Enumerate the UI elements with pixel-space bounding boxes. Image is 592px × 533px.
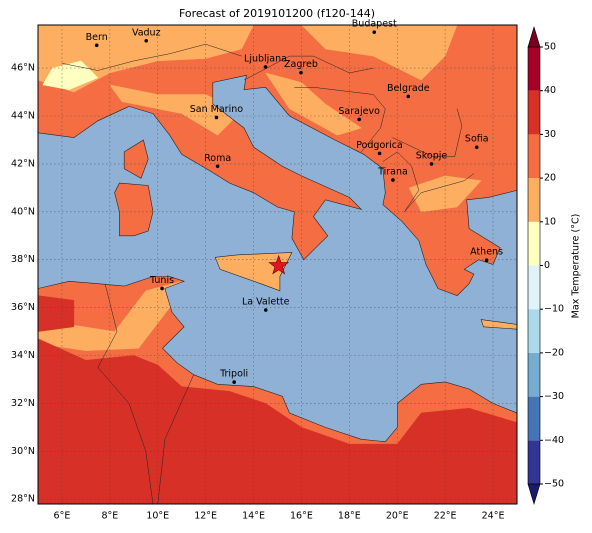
city-dot [232,380,236,384]
colorbar-bin [528,396,540,441]
x-tick-label: 24°E [482,511,505,522]
city-label: Tunis [149,275,174,286]
island [123,139,149,179]
city-label: Tripoli [219,369,248,380]
border [97,283,154,504]
colorbar-tick-label: 30 [544,129,556,140]
colorbar-bin [528,265,540,310]
colorbar-bin [528,90,540,135]
city-label: La Valette [242,297,290,308]
city-dot [263,65,268,69]
y-tick-label: 34°N [11,350,35,361]
city-dot [144,39,149,43]
city-dot [299,70,303,75]
colorbar-tick-label: 50 [544,42,556,53]
colorbar-bin [528,178,540,222]
y-tick-label: 44°N [11,111,35,122]
x-tick-label: 20°E [386,511,409,522]
map-title: Forecast of 2019101200 (f120-144) [179,7,375,20]
city-dot [484,258,489,262]
colorbar-bin [528,352,540,397]
city-dot [474,145,479,149]
colorbar-tick-label: 10 [544,216,556,227]
x-tick-label: 14°E [242,511,265,522]
colorbar-bin [528,221,540,266]
city-label: Belgrade [387,83,430,94]
city-dot [406,94,411,99]
city-dot [357,117,361,122]
border [382,151,475,212]
y-tick-label: 36°N [11,302,35,313]
city-label: Podgorica [356,140,403,151]
temperature-zone [373,25,453,45]
y-tick-label: 38°N [11,254,35,265]
city-label: Vaduz [132,27,161,38]
colorbar-extend-under [527,483,541,506]
city-dot [377,151,382,156]
x-tick-label: 8°E [101,511,118,522]
x-tick-label: 10°E [146,511,169,522]
colorbar-tick-label: −10 [544,304,564,315]
y-tick-label: 30°N [11,446,35,457]
map-frame [37,24,518,505]
island [214,252,293,292]
city-label: Skopje [416,150,448,161]
city-label: Tirana [377,166,408,177]
city-label: Sarajevo [338,106,380,117]
location-star [268,254,290,275]
island [114,182,154,237]
city-dot [215,164,220,169]
temperature-zone [42,60,99,90]
border [392,108,463,157]
colorbar-bin [528,440,540,484]
city-dot [263,308,268,312]
colorbar-tick-label: −40 [544,435,564,446]
colorbar-bin [528,47,540,91]
colorbar-tick-label: −20 [544,347,564,358]
border [61,43,242,71]
y-tick-label: 46°N [11,63,35,74]
temperature-zone [109,84,243,136]
island [480,319,517,330]
city-dot [160,286,164,291]
x-tick-label: 12°E [194,511,217,522]
colorbar-extend-over [527,25,541,48]
border [294,87,386,153]
city-label: Roma [204,153,231,164]
temperature-zone [38,295,75,332]
y-tick-label: 28°N [11,494,35,505]
x-tick-label: 16°E [290,511,313,522]
colorbar-tick-label: −50 [544,479,564,490]
x-tick-label: 22°E [434,511,457,522]
y-tick-label: 40°N [11,206,35,217]
colorbar-bin [528,309,540,353]
colorbar-bin [528,134,540,179]
city-label: Athens [470,247,503,258]
colorbar-tick-label: −30 [544,391,564,402]
city-label: San Marino [190,104,243,115]
city-label: Zagreb [284,59,318,70]
colorbar-tick-label: 0 [544,260,550,271]
city-label: Bern [86,32,108,43]
temperature-zone [38,338,517,504]
city-dot [94,43,99,48]
city-label: Budapest [352,19,397,30]
border [157,374,194,504]
city-dot [429,162,434,166]
border [243,55,374,81]
y-tick-label: 32°N [11,398,35,409]
city-label: Sofia [465,134,489,145]
y-tick-label: 42°N [11,158,35,169]
city-dot [391,178,395,182]
city-label: Ljubljana [244,53,287,64]
x-tick-label: 6°E [54,511,71,522]
x-tick-label: 18°E [338,511,361,522]
colorbar-label: Max Temperature (°C) [571,214,582,319]
colorbar-tick-label: 20 [544,173,556,184]
city-dot [214,115,219,120]
city-dot [372,30,377,34]
colorbar-tick-label: 40 [544,85,556,96]
